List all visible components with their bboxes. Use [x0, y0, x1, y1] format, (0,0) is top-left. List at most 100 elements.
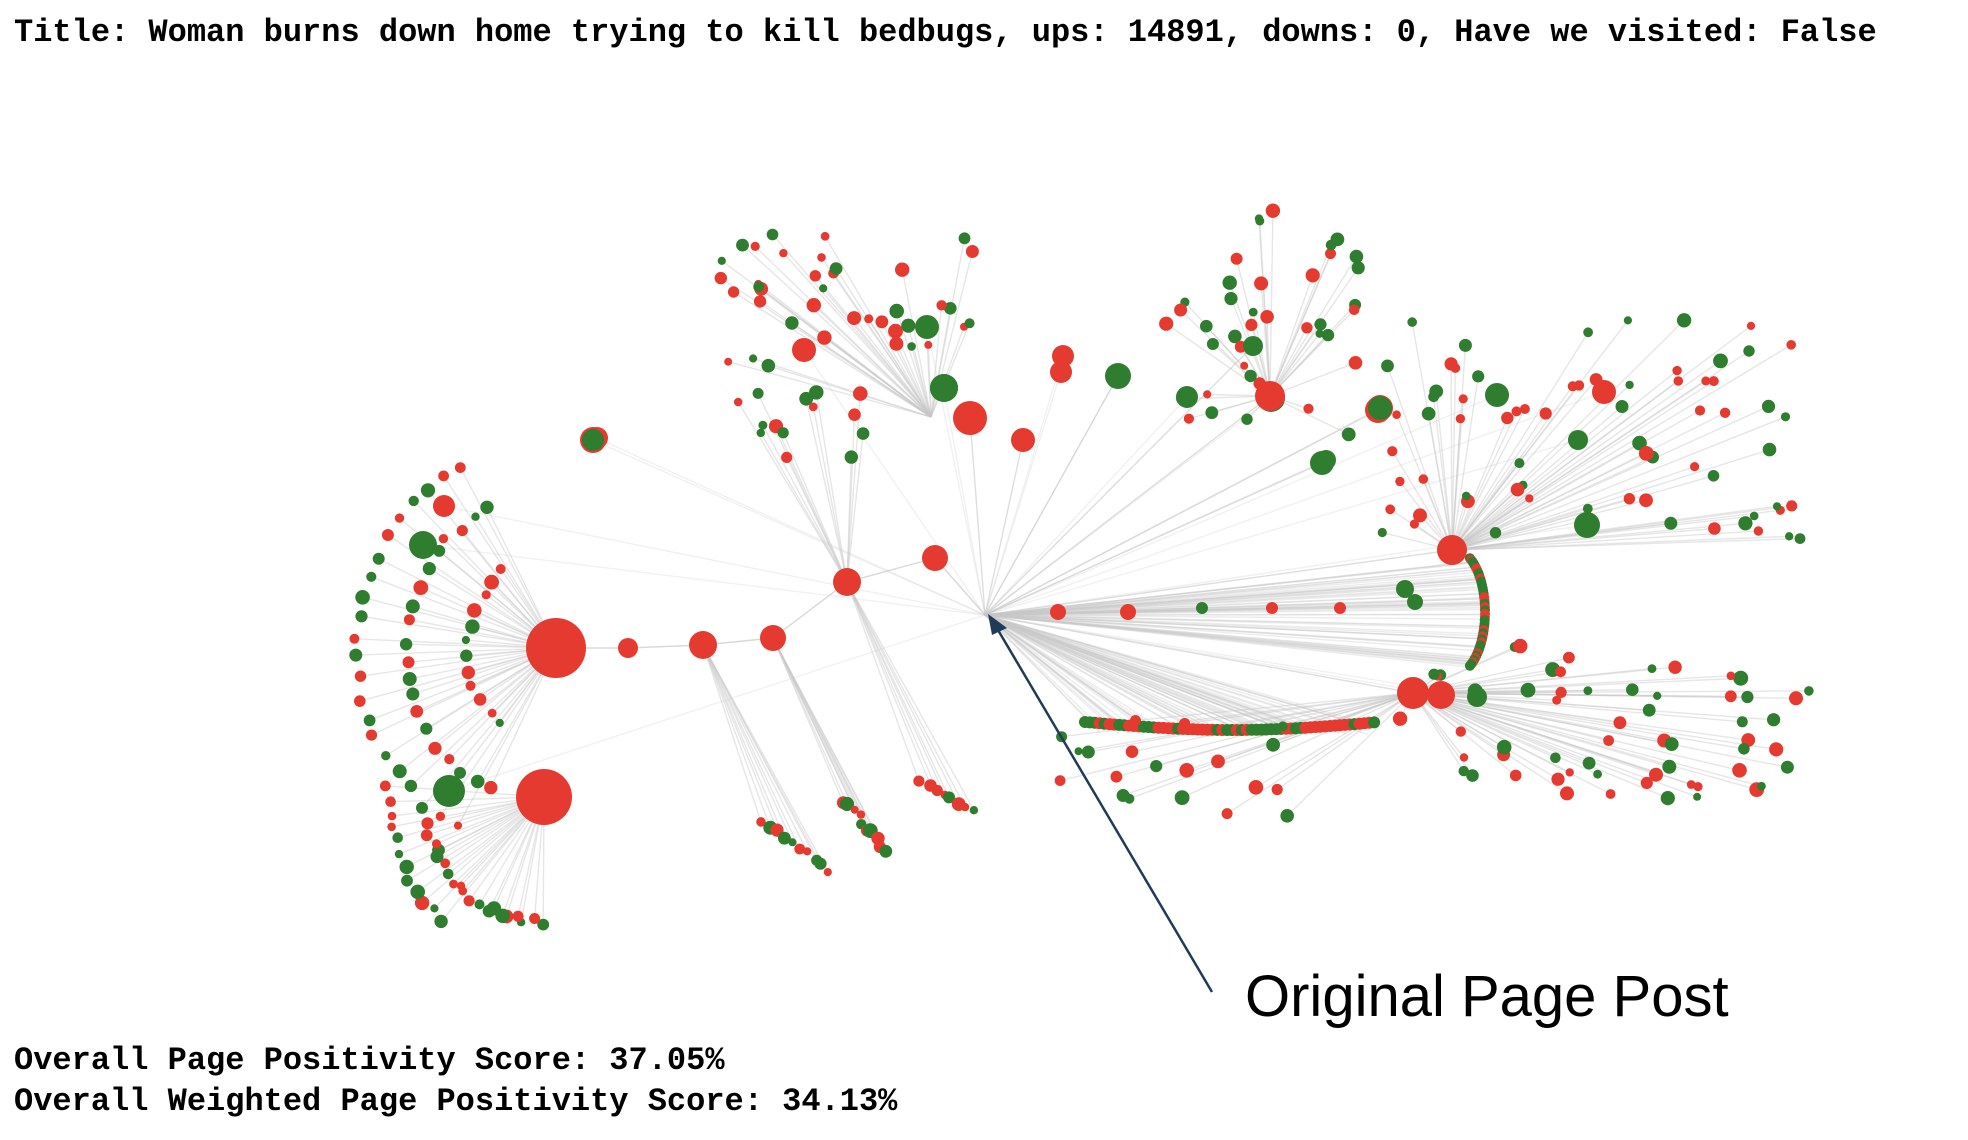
graph-edge — [805, 398, 848, 583]
graph-edge — [984, 614, 1225, 736]
comment-node-negative — [453, 821, 463, 830]
graph-edge — [1181, 692, 1414, 799]
comment-node-negative — [856, 810, 866, 819]
graph-edge — [459, 467, 557, 649]
comment-node-negative — [1605, 789, 1616, 799]
graph-edge — [1451, 509, 1781, 551]
graph-edges — [354, 210, 1809, 925]
graph-edge — [846, 433, 864, 583]
comment-node-positive — [1467, 687, 1487, 707]
comment-node-negative — [438, 470, 449, 482]
graph-edge — [984, 597, 1489, 616]
comment-node-positive — [1461, 491, 1471, 501]
graph-edge — [1412, 692, 1692, 786]
comment-node-negative — [495, 564, 506, 574]
original-page-post-label: Original Page Post — [1245, 964, 1729, 1029]
graph-edge — [1451, 368, 1457, 551]
comment-node-positive — [915, 315, 939, 339]
graph-edge — [907, 325, 932, 418]
comment-node-positive — [392, 764, 407, 779]
comment-node-negative — [806, 298, 821, 313]
comment-node-negative — [1183, 413, 1194, 424]
graph-edge — [984, 614, 1268, 729]
comment-node-positive — [785, 316, 799, 330]
comment-node-negative — [354, 695, 366, 707]
graph-edge — [984, 614, 1106, 733]
graph-edge — [984, 409, 1379, 616]
comment-node-positive — [355, 610, 368, 623]
comment-node-positive — [460, 649, 473, 662]
graph-edge — [984, 614, 1152, 731]
comment-node-negative — [922, 545, 948, 571]
comment-node-positive — [1582, 503, 1593, 514]
comment-node-negative — [1694, 405, 1706, 416]
comment-node-negative — [820, 231, 830, 241]
comment-node-negative — [1511, 406, 1522, 417]
graph-edge — [984, 614, 1211, 722]
comment-node-positive — [1421, 406, 1436, 421]
comment-node-negative — [1444, 357, 1458, 371]
weighted-positivity-score-label: Overall Weighted Page Positivity Score: — [14, 1083, 763, 1120]
comment-node-negative — [1120, 604, 1136, 620]
graph-edge — [596, 437, 986, 616]
graph-edge — [984, 613, 1490, 616]
graph-edge — [853, 317, 932, 418]
graph-edge — [1412, 677, 1741, 694]
comment-node-positive — [401, 874, 413, 887]
comment-node-positive — [1349, 249, 1364, 264]
graph-edge — [846, 557, 936, 583]
graph-edge — [772, 637, 844, 804]
graph-edge — [846, 581, 975, 811]
graph-edge — [846, 581, 938, 791]
graph-edge — [984, 614, 1346, 735]
comment-node-negative — [1110, 770, 1123, 783]
graph-edge — [760, 432, 848, 583]
comment-node-negative — [853, 386, 868, 401]
graph-edge — [1412, 692, 1504, 756]
graph-edge — [1412, 692, 1731, 698]
graph-edge — [592, 439, 986, 616]
graph-edge — [812, 406, 848, 583]
comment-node-positive — [1738, 743, 1750, 755]
comment-node-negative — [1693, 782, 1703, 792]
comment-node-positive — [1761, 399, 1776, 413]
graph-edge — [772, 581, 848, 639]
comment-node-positive — [943, 791, 955, 804]
graph-edge — [1259, 220, 1271, 397]
graph-edge — [457, 647, 557, 826]
comment-node-positive — [1707, 470, 1720, 482]
graph-edge — [1451, 405, 1623, 551]
graph-edge — [1412, 666, 1676, 694]
graph-edge — [984, 524, 1588, 616]
comment-node-negative — [960, 802, 970, 812]
graph-edge — [984, 614, 1233, 723]
graph-edge — [984, 614, 1489, 637]
graph-edge — [815, 392, 848, 583]
graph-edge — [1451, 398, 1464, 551]
comment-node-negative — [1552, 695, 1562, 705]
comment-node-positive — [1762, 442, 1777, 457]
comment-node-negative — [848, 408, 861, 422]
comment-node-positive — [1351, 261, 1365, 275]
comment-node-positive — [1174, 790, 1190, 805]
comment-node-negative — [733, 397, 743, 407]
graph-edge — [1451, 522, 1671, 551]
graph-edge — [984, 397, 1272, 616]
comment-node-negative — [1555, 666, 1566, 678]
graph-edge — [702, 644, 801, 850]
comment-node-negative — [1501, 411, 1514, 425]
comment-node-negative — [1179, 763, 1194, 778]
graph-edge — [984, 614, 1269, 732]
graph-edge — [1451, 370, 1678, 551]
comment-node-negative — [1387, 446, 1398, 457]
graph-edge — [1451, 462, 1520, 551]
comment-node-negative — [435, 811, 446, 821]
graph-edge — [984, 614, 1235, 724]
graph-edge — [984, 614, 1286, 722]
graph-edge — [984, 614, 1297, 735]
comment-node-negative — [1563, 651, 1575, 664]
comment-node-positive — [829, 262, 843, 275]
graph-edge — [984, 614, 1367, 728]
comment-node-negative — [833, 568, 861, 596]
graph-edge — [737, 401, 848, 583]
